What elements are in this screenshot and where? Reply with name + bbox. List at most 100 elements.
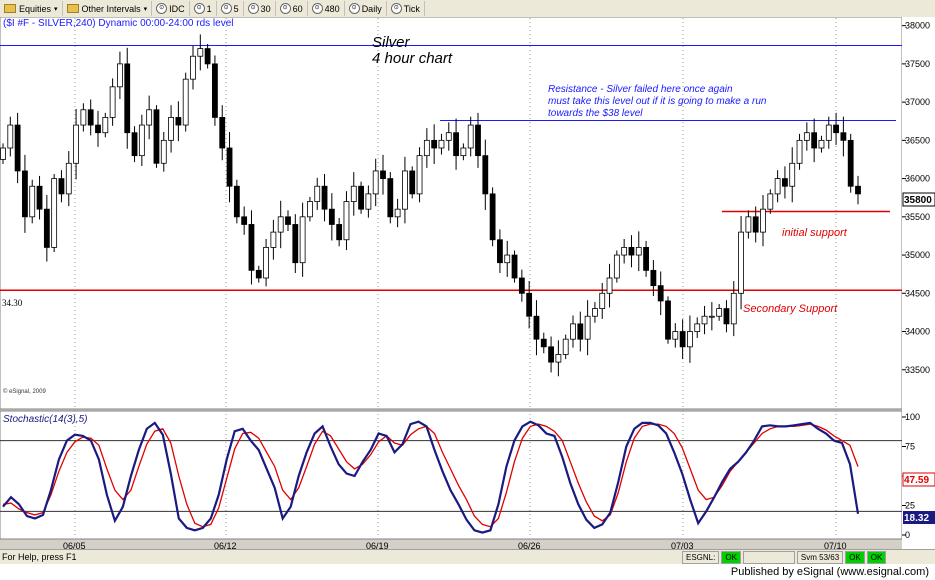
resistance-annotation: Resistance - Silver failed here once aga… <box>548 84 767 119</box>
candle-body <box>292 224 299 264</box>
x-tick-label: 06/12 <box>214 541 237 549</box>
candle-body <box>760 208 766 233</box>
candle-body <box>665 300 671 340</box>
candle-body <box>453 132 459 157</box>
toolbar-item-equities[interactable]: Equities ▾ <box>0 1 63 16</box>
interval-icon: ⊙ <box>311 3 323 14</box>
candle-body <box>694 323 701 332</box>
candle-body <box>387 178 394 218</box>
y-tick-label: 36500 <box>905 135 930 145</box>
toolbar-item-60[interactable]: ⊙ 60 <box>276 1 308 16</box>
stochastic-title: Stochastic(14(3),5) <box>3 414 87 425</box>
candle-body <box>445 132 452 141</box>
status-bar: For Help, press F1 ESGNL: OK Svm 53/63 O… <box>0 549 935 564</box>
k-value-text: 18.32 <box>904 513 929 524</box>
candle-body <box>504 254 511 264</box>
resistance-annotation-line: must take this level out if it is going … <box>548 96 767 107</box>
candle-body <box>36 185 43 210</box>
candle-body <box>796 139 803 164</box>
candle-body <box>124 63 131 134</box>
toolbar-item-label: Daily <box>361 3 382 14</box>
y-tick-label: 37000 <box>905 97 930 107</box>
candle-body <box>65 162 72 195</box>
toolbar-item-other-intervals[interactable]: Other Intervals ▾ <box>63 1 153 16</box>
candle-body <box>467 124 474 149</box>
candle-body <box>277 216 284 233</box>
toolbar-item-480[interactable]: ⊙ 480 <box>308 1 345 16</box>
candle-body <box>855 185 861 195</box>
d-value-label: 47.59 <box>902 472 935 487</box>
svm-status: Svm 53/63 <box>796 550 844 564</box>
candle-body <box>321 185 328 210</box>
x-tick-label: 07/03 <box>671 541 694 549</box>
ok-badge-3: OK <box>866 550 887 564</box>
candle-body <box>811 132 818 149</box>
candle-body <box>577 323 584 340</box>
candle-body <box>197 48 204 57</box>
candle-body <box>87 109 94 126</box>
candle-body <box>621 247 628 256</box>
candle-body <box>548 346 554 363</box>
y-tick-label: 34000 <box>905 327 930 337</box>
candle-body <box>511 254 518 279</box>
price-label-box <box>902 192 935 207</box>
x-tick-label: 06/26 <box>518 541 541 549</box>
candle-body <box>14 124 21 172</box>
x-tick-label: 06/19 <box>366 541 389 549</box>
candle-body <box>117 63 123 88</box>
toolbar-item-30[interactable]: ⊙ 30 <box>244 1 276 16</box>
chart-subtitle: 4 hour chart <box>372 50 453 67</box>
interval-icon: ⊙ <box>348 3 360 14</box>
folder-icon <box>66 4 79 13</box>
candle-body <box>51 178 58 248</box>
candle-body <box>182 78 189 126</box>
stochastic-k-line <box>2 420 860 534</box>
candle-body <box>307 201 313 218</box>
toolbar-item-tick[interactable]: ⊙ Tick <box>387 1 425 16</box>
y-tick-label: 37500 <box>905 59 930 69</box>
candle-body <box>687 331 693 348</box>
toolbar-item-daily[interactable]: ⊙ Daily <box>345 1 387 16</box>
candle-body <box>343 201 350 241</box>
candle-body <box>416 155 423 195</box>
candle-body <box>628 247 635 256</box>
ok-badge-2: OK <box>845 550 865 564</box>
price-label: 35800 <box>902 192 935 207</box>
left-level-label: 34.30 <box>2 298 23 308</box>
toolbar-item-5[interactable]: ⊙ 5 <box>217 1 244 16</box>
candle-body <box>592 308 598 317</box>
price-panel <box>0 17 903 410</box>
folder-icon <box>4 4 16 13</box>
candle-body <box>233 185 240 218</box>
toolbar-item-1[interactable]: ⊙ 1 <box>190 1 217 16</box>
candle-body <box>285 216 291 225</box>
candle-body <box>679 331 686 348</box>
candle-body <box>540 338 547 348</box>
toolbar-item-label: Equities <box>19 3 52 14</box>
candle-body <box>789 162 796 187</box>
toolbar-item-label: 5 <box>233 3 239 14</box>
candle-body <box>475 124 481 157</box>
candle-body <box>672 331 679 340</box>
candle-body <box>643 247 649 271</box>
candle-body <box>255 269 262 279</box>
toolbar-item-idc[interactable]: ⊙ IDC <box>152 1 190 16</box>
candle-body <box>708 315 715 318</box>
y-tick-label: 38000 <box>905 21 930 31</box>
candle-body <box>409 170 416 195</box>
status-blank <box>742 550 795 564</box>
chart-header: ($I #F - SILVER,240) Dynamic 00:00-24:00… <box>3 18 233 29</box>
toolbar-item-label: 480 <box>324 3 340 14</box>
candle-body <box>402 170 408 210</box>
candle-body <box>460 147 467 157</box>
symbol-icon: ⊙ <box>156 3 168 14</box>
candle-body <box>380 170 386 179</box>
price-chart: 33500 34000 34500 35000 35500 36000 36500 37000… <box>0 17 935 549</box>
help-text: For Help, press F1 <box>2 552 77 562</box>
candle-body <box>22 170 28 218</box>
candle-body <box>153 109 160 164</box>
candle-body <box>723 308 730 325</box>
candle-body <box>372 170 379 195</box>
candle-body <box>803 132 810 141</box>
d-value-box <box>902 472 935 487</box>
